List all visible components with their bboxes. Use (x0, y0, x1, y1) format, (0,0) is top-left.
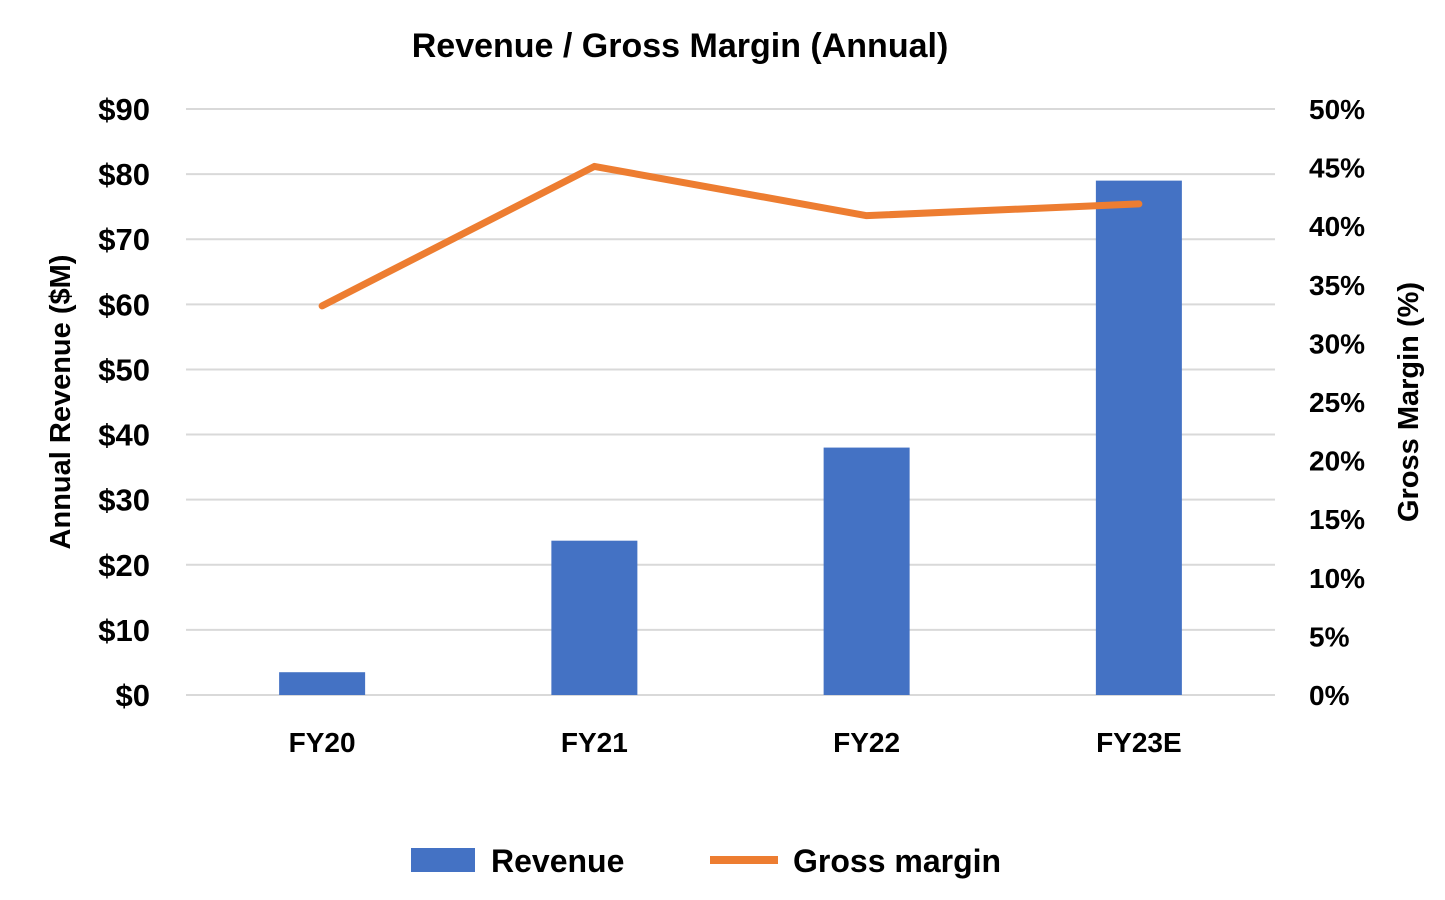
left-tick-label: $80 (98, 157, 150, 192)
gridlines (186, 108, 1275, 696)
right-tick-label: 0% (1309, 680, 1350, 711)
legend: Revenue Gross margin (411, 843, 1001, 879)
category-label: FY22 (833, 727, 900, 758)
bar-revenue-fy21 (551, 540, 638, 695)
right-tick-label: 20% (1309, 446, 1365, 477)
bar-revenue-fy22 (823, 447, 910, 695)
bar-revenue-fy23e (1095, 180, 1182, 696)
left-tick-label: $70 (98, 222, 150, 257)
category-label: FY20 (289, 727, 356, 758)
revenue-bars (279, 180, 1182, 696)
left-axis-label: Annual Revenue ($M) (45, 255, 77, 550)
right-axis-label: Gross Margin (%) (1393, 282, 1425, 522)
category-label: FY21 (561, 727, 628, 758)
right-axis-ticks: 0% 5% 10% 15% 20% 25% 30% 35% 40% 45% 50% (1309, 94, 1365, 711)
chart-title: Revenue / Gross Margin (Annual) (412, 27, 949, 65)
right-tick-label: 45% (1309, 153, 1365, 184)
right-tick-label: 50% (1309, 94, 1365, 125)
bar-revenue-fy20 (279, 672, 366, 695)
gross-margin-line-group (318, 162, 1143, 310)
legend-label-revenue: Revenue (491, 843, 624, 879)
right-tick-label: 40% (1309, 211, 1365, 242)
left-tick-label: $90 (98, 92, 150, 127)
left-tick-label: $10 (98, 613, 150, 648)
category-labels: FY20 FY21 FY22 FY23E (289, 727, 1182, 758)
right-tick-label: 15% (1309, 504, 1365, 535)
left-axis-ticks: $0 $10 $20 $30 $40 $50 $60 $70 $80 $90 (98, 92, 150, 713)
gross-margin-line (318, 162, 1143, 310)
legend-swatch-revenue (411, 848, 475, 872)
left-tick-label: $60 (98, 287, 150, 322)
right-tick-label: 30% (1309, 328, 1365, 359)
right-tick-label: 25% (1309, 387, 1365, 418)
legend-label-gross-margin: Gross margin (793, 843, 1001, 879)
right-tick-label: 35% (1309, 270, 1365, 301)
left-tick-label: $40 (98, 418, 150, 453)
category-label: FY23E (1096, 727, 1182, 758)
left-tick-label: $50 (98, 352, 150, 387)
left-tick-label: $30 (98, 483, 150, 518)
right-tick-label: 10% (1309, 563, 1365, 594)
left-tick-label: $0 (116, 678, 150, 713)
left-tick-label: $20 (98, 548, 150, 583)
right-tick-label: 5% (1309, 621, 1350, 652)
